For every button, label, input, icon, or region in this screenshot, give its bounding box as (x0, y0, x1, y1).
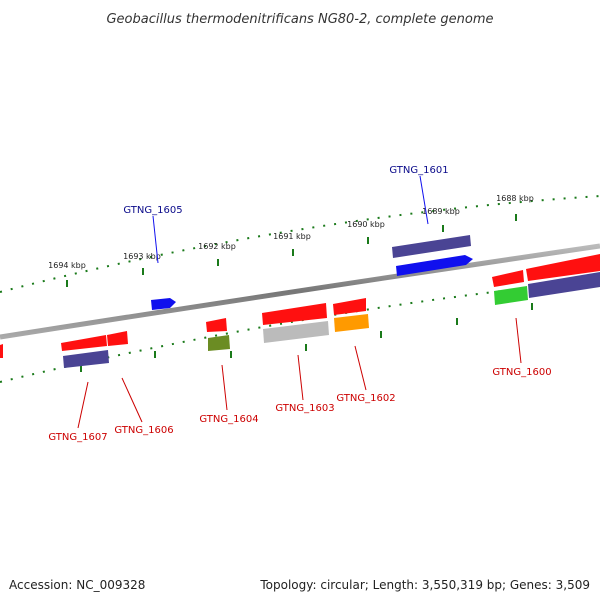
gene-label-gtng-1600: GTNG_1600 (492, 367, 551, 378)
reverse-strand-genes (0, 272, 600, 368)
kbp-label-1690: 1690 kbp (347, 220, 385, 229)
gene-gtng-1605[interactable] (151, 298, 176, 310)
accession-text: Accession: NC_009328 (9, 578, 146, 592)
kbp-label-1694: 1694 kbp (48, 261, 86, 270)
gene-label-gtng-1602: GTNG_1602 (336, 393, 395, 404)
gene-gtng-1606[interactable] (107, 331, 128, 346)
gene-red-edge[interactable] (0, 344, 3, 358)
gene-label-gtng-1605: GTNG_1605 (123, 205, 182, 216)
gene-label-gtng-1606: GTNG_1606 (114, 425, 173, 436)
gene-red-fwd-4[interactable] (526, 254, 600, 281)
kbp-label-1688: 1688 kbp (496, 194, 534, 203)
forward-strand-genes (151, 235, 600, 325)
gene-label-gtng-1604: GTNG_1604 (199, 414, 258, 425)
gene-purple-rev[interactable] (528, 272, 600, 298)
gene-gtng-1607-red[interactable] (61, 335, 107, 351)
gene-red-fwd-1[interactable] (262, 303, 327, 325)
kbp-ticks-outer (66, 214, 517, 287)
label-leaders (77, 175, 522, 429)
gene-gtng-1604[interactable] (208, 335, 230, 351)
gene-gtng-1607[interactable] (63, 350, 109, 368)
genome-backbone (0, 243, 600, 340)
gene-red-fwd-2[interactable] (333, 298, 366, 315)
gene-gtng-1602[interactable] (334, 314, 369, 332)
kbp-label-1693: 1693 kbp (123, 252, 161, 261)
gene-label-gtng-1607: GTNG_1607 (48, 432, 107, 443)
gene-gtng-1601[interactable] (396, 255, 473, 276)
kbp-ticks-inner (80, 303, 533, 372)
kbp-label-1689: 1689 kbp (422, 207, 460, 216)
gene-gtng-1603[interactable] (263, 321, 329, 343)
map-title: Geobacillus thermodenitrificans NG80-2, … (106, 12, 493, 27)
topology-summary-text: Topology: circular; Length: 3,550,319 bp… (260, 578, 590, 592)
gene-gtng-1600[interactable] (494, 286, 528, 305)
gene-red-fwd-3[interactable] (492, 270, 524, 287)
gene-label-gtng-1603: GTNG_1603 (275, 403, 334, 414)
gene-label-gtng-1601: GTNG_1601 (389, 165, 448, 176)
gene-gtng-1601-top[interactable] (392, 235, 471, 258)
kbp-label-1691: 1691 kbp (273, 232, 311, 241)
gene-red-mid[interactable] (206, 318, 227, 332)
kbp-label-1692: 1692 kbp (198, 242, 236, 251)
